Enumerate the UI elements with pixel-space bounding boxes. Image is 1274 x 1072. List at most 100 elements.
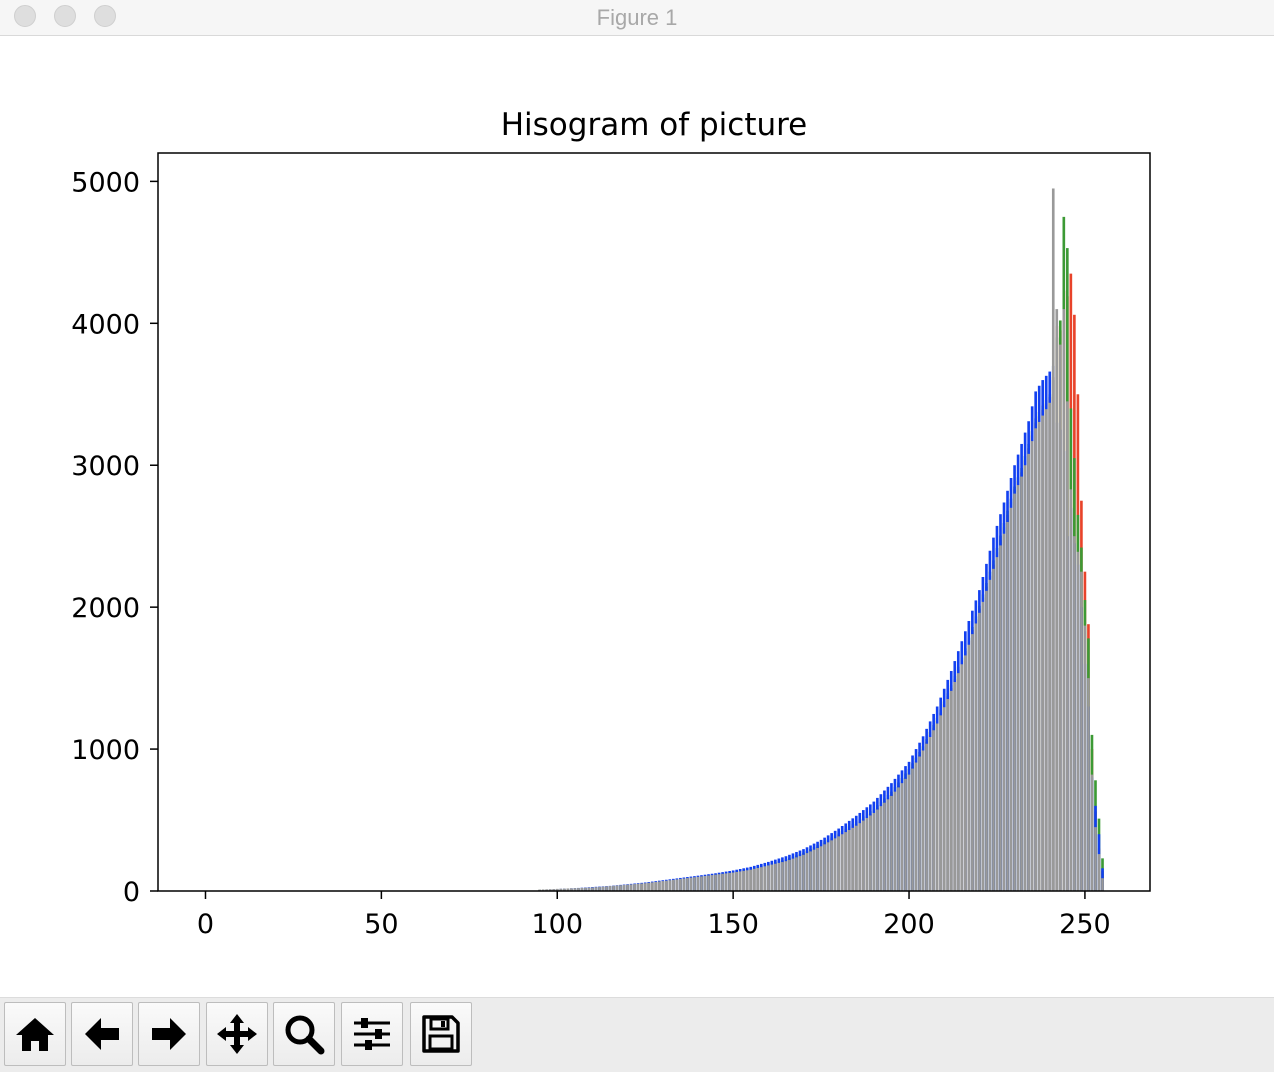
gray-bar [816,848,819,891]
gray-bar [861,820,865,891]
gray-bar [594,887,598,891]
gray-bar [935,723,939,891]
gray-bar [1062,309,1066,891]
gray-bar [1030,441,1034,891]
gray-bar [823,844,826,891]
minimize-window-button[interactable] [54,5,76,27]
gray-bar [559,888,563,891]
gray-bar [858,823,862,891]
gray-bar [1002,533,1006,891]
y-tick-label: 3000 [71,451,140,482]
back-button[interactable] [71,1002,133,1066]
gray-bar [752,868,756,891]
gray-bar [781,862,784,891]
gray-bar [784,861,788,891]
gray-bar [798,856,802,891]
gray-bar [591,887,594,891]
gray-bar [971,634,974,891]
gray-bar [1101,878,1104,891]
gray-bar [770,864,774,891]
gray-bar [995,557,999,891]
gray-bar [548,889,552,891]
zoom-window-button[interactable] [94,5,116,27]
gray-bar [883,802,886,891]
gray-bar [805,853,809,891]
gray-bar [1076,551,1080,891]
gray-bar [1048,402,1052,891]
gray-bar [1041,415,1045,891]
gray-bar [584,887,587,891]
gray-bar [911,768,914,891]
gray-bar [693,877,696,891]
gray-bar [647,882,651,891]
home-button[interactable] [4,1002,66,1066]
gray-bar [643,883,647,891]
gray-bar [788,859,791,891]
gray-bar [1013,493,1016,891]
close-window-button[interactable] [14,5,36,27]
gray-bar [819,846,823,891]
gray-bar [1044,409,1048,891]
gray-bar [541,889,545,891]
bars [538,188,1104,892]
x-tick-label: 0 [197,909,214,940]
gray-bar [992,568,995,891]
gray-bar [721,873,724,891]
gray-bar [640,883,644,891]
gray-bar [587,887,591,891]
gray-bar [999,545,1002,891]
gray-bar [907,774,911,891]
x-axis: 0 50 100 150 200 250 [197,891,1111,940]
gray-bar [1058,344,1062,892]
x-tick-label: 250 [1059,909,1111,940]
gray-bar [1034,428,1037,891]
gray-bar [710,875,714,891]
gray-bar [840,834,844,891]
gray-bar [696,876,700,891]
gray-bar [619,885,622,891]
gray-bar [577,888,580,891]
pan-button[interactable] [206,1002,268,1066]
gray-bar [921,750,925,891]
gray-bar [615,885,619,891]
y-tick-label: 5000 [71,167,140,198]
gray-bar [1020,476,1023,891]
gray-bar [731,872,735,891]
y-tick-label: 2000 [71,593,140,624]
gray-bar [707,875,710,891]
gray-bar [650,882,654,891]
gray-bar [1023,465,1027,891]
y-tick-label: 4000 [71,309,140,340]
gray-bar [1016,485,1020,891]
gray-bar [981,601,985,891]
gray-bar [566,888,570,891]
save-button[interactable] [410,1002,472,1066]
gray-bar [1087,678,1090,891]
gray-bar [876,809,879,891]
gray-bar [700,876,703,891]
gray-bar [633,884,636,891]
gray-bar [774,863,777,891]
gray-bar [928,737,932,891]
gray-bar [791,858,795,891]
zoom-button[interactable] [273,1002,335,1066]
gray-bar [570,888,573,891]
gray-bar [844,832,848,891]
gray-bar [612,885,615,891]
gray-bar [854,825,858,891]
gray-bar [742,870,746,891]
x-tick-label: 150 [707,909,759,940]
subplots-button[interactable] [341,1002,403,1066]
gray-bar [605,886,608,891]
forward-button[interactable] [138,1002,200,1066]
chart-title: Hisogram of picture [501,107,808,143]
gray-bar [1069,489,1073,891]
gray-bar [847,829,851,891]
gray-bar [1090,774,1094,891]
gray-bar [636,883,640,891]
y-tick-label: 1000 [71,735,140,766]
gray-bar [812,849,816,891]
gray-bar [925,743,928,891]
x-tick-label: 100 [531,909,583,940]
gray-bar [552,889,556,891]
